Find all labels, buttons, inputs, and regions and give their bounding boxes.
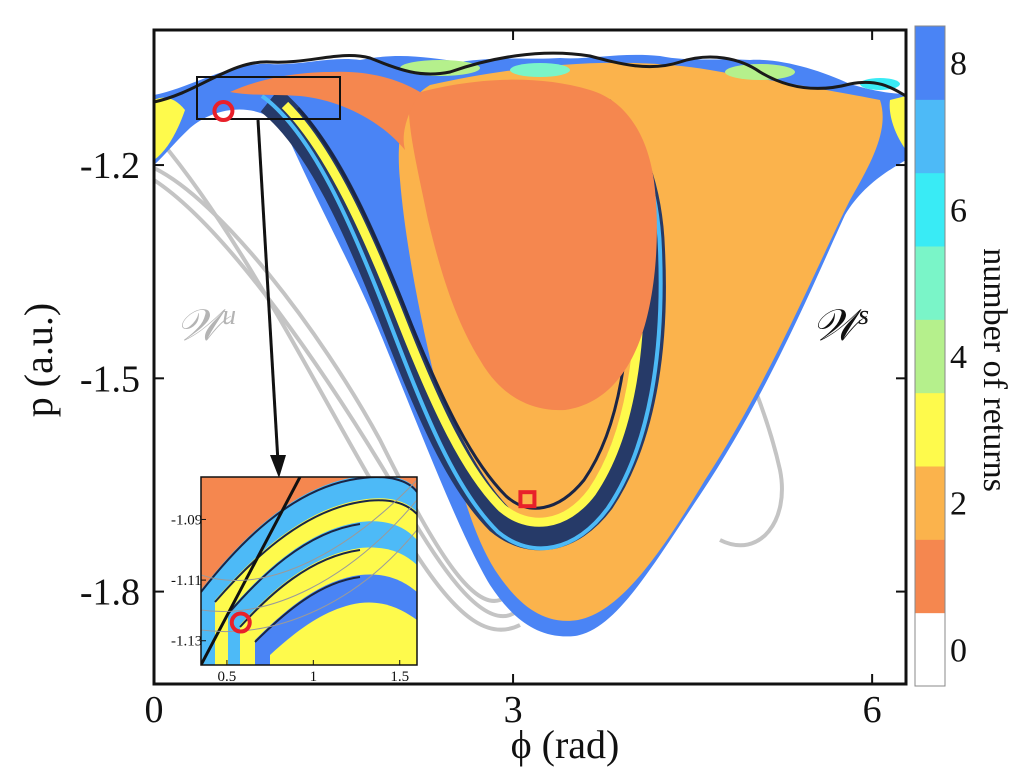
x-tick-label: 0 [145, 689, 164, 731]
colorbar-frame [914, 25, 946, 687]
zoom-arrowhead [270, 455, 286, 478]
region-returns-1 [408, 79, 657, 411]
y-tick-labels: -1.2 -1.5 -1.8 [80, 145, 140, 614]
inset-markers [229, 611, 252, 634]
x-tick-label: 6 [863, 689, 882, 731]
colorbar-cell [915, 246, 945, 320]
colorbar-cell [915, 26, 945, 100]
inset-dark-curves [201, 477, 417, 643]
marker-circle [212, 100, 235, 123]
colorbar-cells [915, 26, 945, 687]
inset-marker-circle [229, 611, 252, 634]
zoom-box [196, 76, 341, 120]
x-tick-labels: 0 3 6 [145, 689, 882, 731]
colorbar: 8 6 4 2 0 number of returns [914, 25, 1013, 687]
colorbar-cell [915, 172, 945, 247]
colorbar-cell [915, 392, 945, 467]
inset-y-tick-labels: -1.09 -1.11 -1.13 [171, 512, 202, 649]
y-tick-label: -1.2 [80, 145, 140, 187]
colorbar-cell [915, 319, 945, 394]
y-axis-label: p (a.u.) [16, 303, 61, 417]
axis-ticks [153, 30, 906, 684]
stable-band-lightblue [260, 94, 663, 551]
region-returns-1-arch [230, 71, 420, 150]
inset-plot [201, 477, 417, 665]
inset-x-tick-label: 1 [310, 669, 318, 685]
colorbar-cell [915, 612, 945, 687]
colorbar-cell [915, 99, 945, 174]
inset-ticks [201, 518, 401, 665]
inset-manifold-boundary [201, 477, 302, 665]
colorbar-tick-label: 0 [950, 632, 967, 669]
region-returns-3-left [154, 97, 185, 160]
markers [212, 100, 537, 509]
plot-area [154, 30, 906, 684]
inset-grey-lines [201, 479, 417, 632]
colorbar-tick-label: 8 [950, 46, 967, 83]
colorbar-tick-labels: 8 6 4 2 0 [950, 46, 967, 670]
x-tick-label: 3 [504, 689, 523, 731]
inset: 0.5 1 1.5 -1.09 -1.11 -1.13 [171, 476, 418, 685]
plot-frame [152, 28, 908, 686]
y-tick-label: -1.5 [80, 358, 140, 400]
colorbar-tick-label: 4 [950, 339, 967, 376]
colorbar-cell [915, 466, 945, 540]
colorbar-tick-label: 2 [950, 486, 967, 523]
inset-y-tick-label: -1.13 [171, 634, 202, 650]
x-axis-label: ϕ (rad) [511, 722, 620, 767]
colorbar-tick-label: 6 [950, 192, 967, 229]
zoom-arrow-line [256, 119, 280, 463]
region-returns-3-right [889, 96, 906, 150]
colorbar-label: number of returns [976, 248, 1013, 492]
inset-y-tick-label: -1.11 [171, 573, 202, 589]
stable-manifold-boundary [154, 51, 906, 104]
inset-x-tick-label: 1.5 [390, 669, 409, 685]
y-tick-label: -1.8 [80, 572, 140, 614]
inset-frame [200, 476, 418, 666]
inset-region-3c [270, 602, 417, 665]
inset-x-tick-labels: 0.5 1 1.5 [218, 669, 410, 685]
colorbar-cell [915, 539, 945, 614]
inset-x-tick-label: 0.5 [218, 669, 237, 685]
marker-square [518, 490, 537, 509]
inset-y-tick-label: -1.09 [171, 512, 202, 528]
